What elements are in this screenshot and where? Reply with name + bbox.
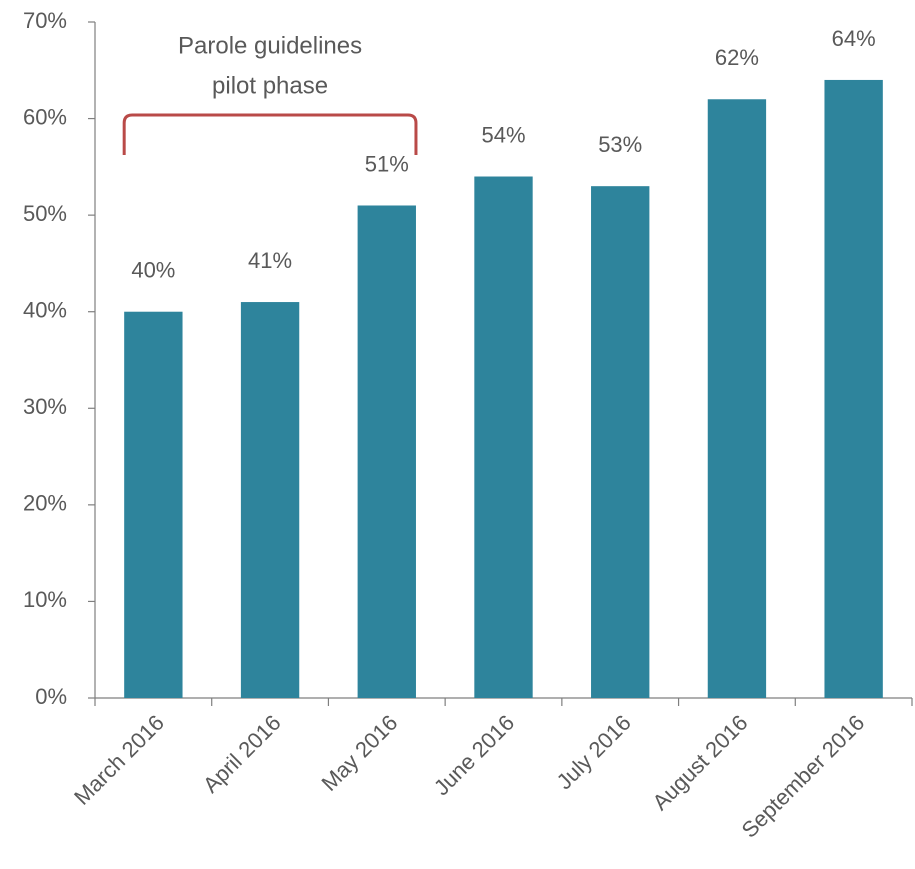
annotation: pilot phase xyxy=(212,72,328,99)
y-tick-label: 70% xyxy=(23,8,67,33)
bar xyxy=(240,302,300,698)
bar xyxy=(707,99,767,698)
value-label: 51% xyxy=(365,151,409,176)
x-tick-label: August 2016 xyxy=(648,710,753,815)
y-tick-label: 0% xyxy=(35,684,67,709)
y-tick-label: 60% xyxy=(23,104,67,129)
y-tick-label: 40% xyxy=(23,298,67,323)
value-label: 64% xyxy=(832,26,876,51)
y-tick-label: 50% xyxy=(23,201,67,226)
bar xyxy=(591,186,650,698)
y-tick-label: 30% xyxy=(23,394,67,419)
bar xyxy=(124,311,183,698)
value-label: 40% xyxy=(131,258,175,283)
x-tick-label: July 2016 xyxy=(552,710,636,794)
x-tick-label: March 2016 xyxy=(69,710,169,810)
value-label: 62% xyxy=(715,45,759,70)
value-label: 54% xyxy=(481,122,525,147)
annotation: Parole guidelines xyxy=(178,32,362,59)
bar xyxy=(824,79,883,698)
value-label: 41% xyxy=(248,248,292,273)
value-label: 53% xyxy=(598,132,642,157)
y-tick-label: 10% xyxy=(23,587,67,612)
x-tick-label: April 2016 xyxy=(198,710,286,798)
y-tick-label: 20% xyxy=(23,491,67,516)
bracket xyxy=(122,113,418,155)
bar xyxy=(357,205,416,698)
x-tick-label: September 2016 xyxy=(737,710,870,843)
x-tick-label: June 2016 xyxy=(429,710,519,800)
bar xyxy=(474,176,533,698)
x-tick-label: May 2016 xyxy=(316,710,402,796)
